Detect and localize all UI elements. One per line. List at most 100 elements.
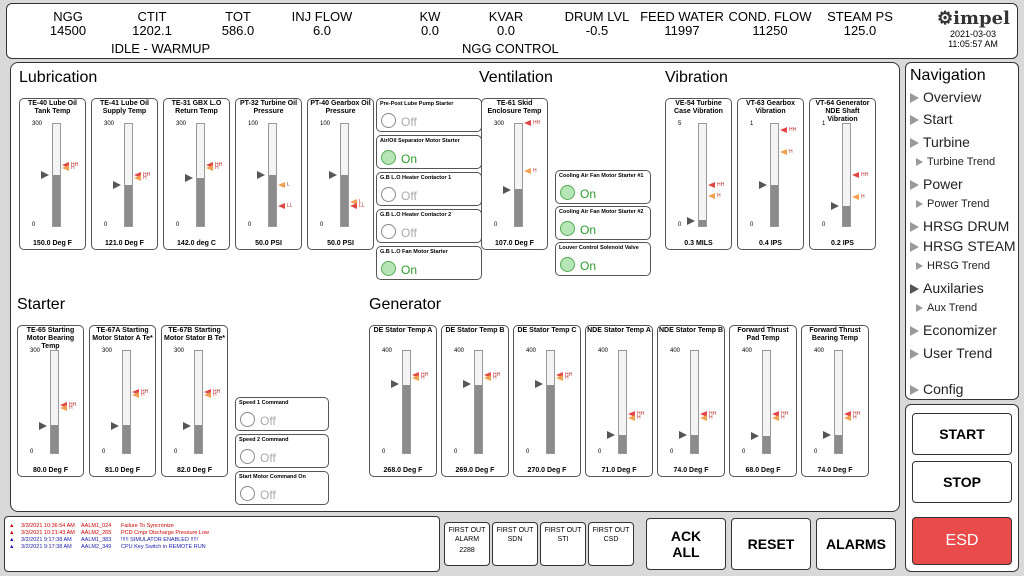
status-value: On xyxy=(580,187,597,201)
first-out-box[interactable]: FIRST OUT CSD xyxy=(588,522,634,566)
header-cell: DRUM LVL -0.5 xyxy=(552,10,642,38)
nav-item[interactable]: Overview xyxy=(910,89,981,105)
alarm-marker-label: HH xyxy=(69,402,77,409)
alarm-row[interactable]: ▲ 3/2/2021 9:17:38 AM AALM2_349 CPU Key Swi… xyxy=(9,544,206,550)
gauge-value: 107.0 Deg F xyxy=(495,240,534,247)
header-cell: STEAM PS 125.0 xyxy=(815,10,905,38)
gauge-fill xyxy=(197,178,204,226)
gauge: DE Stator Temp C 400 0 HH H 270.0 Deg F xyxy=(513,325,581,477)
alarm-marker xyxy=(524,167,531,174)
gauge-tube xyxy=(52,123,61,227)
gauge-tube xyxy=(268,123,277,227)
gauge-fill xyxy=(763,435,770,453)
alarm-marker-label: LL xyxy=(359,203,365,210)
header-cell: COND. FLOW 11250 xyxy=(725,10,815,38)
nav-arrow-icon xyxy=(910,138,919,149)
reset-button[interactable]: RESET xyxy=(731,518,811,570)
alarm-time: 3/2/2021 9:17:38 AM xyxy=(21,544,72,550)
first-out-box[interactable]: FIRST OUT STI xyxy=(540,522,586,566)
gauge: PT-40 Gearbox Oil Pressure 100 0 L LL 50.0 PS… xyxy=(307,98,374,250)
stop-button[interactable]: STOP xyxy=(912,461,1012,503)
header-value: 11250 xyxy=(752,23,788,38)
nav-item[interactable]: Turbine Trend xyxy=(916,156,995,168)
gauge: DE Stator Temp A 400 0 HH H 268.0 Deg F xyxy=(369,325,437,477)
alarm-row[interactable]: ▲ 3/3/2021 10:21:43 AM AALM2_265 PCD Cmpr D… xyxy=(9,530,209,536)
gauge-title: VE-54 Turbine Case Vibration xyxy=(674,100,723,115)
nav-item-label: HRSG DRUM xyxy=(923,218,1010,234)
gauge-value: 270.0 Deg F xyxy=(527,467,567,474)
gauge-min: 0 xyxy=(822,222,826,228)
alarm-marker xyxy=(628,414,635,421)
status-lamp-icon xyxy=(381,261,396,276)
alarm-marker xyxy=(484,371,491,378)
status-indicator: Speed 2 Command Off xyxy=(235,434,329,468)
alarm-row[interactable]: ▲ 3/3/2021 10:36:54 AM AALM1_024 Failure To… xyxy=(9,523,174,529)
gauge-pointer xyxy=(39,421,47,430)
gauge-title: TE-61 Skid Enclosure Temp xyxy=(487,100,542,115)
gauge-title: NDE Stator Temp A xyxy=(587,327,651,334)
status-indicator: Speed 1 Command Off xyxy=(235,397,329,431)
nav-item[interactable]: Start xyxy=(910,111,953,127)
alarm-marker-label: HH xyxy=(141,388,149,395)
esd-button[interactable]: ESD xyxy=(912,517,1012,565)
alarm-marker xyxy=(132,388,139,395)
alarm-marker xyxy=(60,405,67,412)
nav-item[interactable]: Auxilaries xyxy=(910,280,984,296)
status-value: Off xyxy=(401,115,417,129)
gauge-fill xyxy=(843,205,850,226)
gauge-fill xyxy=(771,185,778,226)
status-value: Off xyxy=(260,414,276,428)
gauge-min: 0 xyxy=(320,222,324,228)
gauge-max: 400 xyxy=(670,348,681,354)
status-lamp-icon xyxy=(381,224,396,239)
header-value: 14500 xyxy=(49,23,87,38)
nav-item-label: HRSG Trend xyxy=(927,260,990,272)
first-out-box[interactable]: FIRST OUT SDN xyxy=(492,522,538,566)
alarm-marker-label: HH xyxy=(709,411,717,418)
alarm-marker-label: HH xyxy=(143,172,151,178)
gauge-tube xyxy=(124,123,133,227)
first-out-box[interactable]: FIRST OUT ALARM 2288 xyxy=(444,522,490,566)
status-value: On xyxy=(580,259,597,273)
gauge: TE-67A Starting Motor Stator A Te* 300 0 HH… xyxy=(89,325,156,477)
nav-item[interactable]: Aux Trend xyxy=(916,302,977,314)
gauge-pointer xyxy=(823,431,831,440)
alarm-marker xyxy=(278,182,285,189)
alarm-row[interactable]: ▲ 3/2/2021 9:17:38 AM AALM1_383 !!!!! SIMUL… xyxy=(9,537,198,543)
alarm-marker xyxy=(708,182,715,189)
gauge-max: 400 xyxy=(742,348,753,354)
alarm-marker-label: HH xyxy=(717,182,725,189)
status-lamp-icon xyxy=(240,486,255,501)
nav-arrow-icon xyxy=(910,385,919,396)
nav-item[interactable]: Power xyxy=(910,176,963,192)
gauge-max: 300 xyxy=(30,348,41,354)
nav-item[interactable]: Economizer xyxy=(910,322,997,338)
nav-item[interactable]: Turbine xyxy=(910,134,970,150)
start-button[interactable]: START xyxy=(912,413,1012,455)
alarm-marker xyxy=(62,161,69,168)
navigation-panel: Navigation Overview Start Turbine Turbine T… xyxy=(905,62,1019,400)
nav-item[interactable]: HRSG STEAM xyxy=(910,238,1016,254)
nav-item[interactable]: HRSG Trend xyxy=(916,260,990,272)
nav-item[interactable]: User Trend xyxy=(910,345,992,361)
gauge-pointer xyxy=(751,432,759,441)
alarms-button[interactable]: ALARMS xyxy=(816,518,896,570)
alarm-marker-label: H xyxy=(861,193,865,200)
nav-item[interactable]: Config xyxy=(910,381,963,397)
nav-item[interactable]: Power Trend xyxy=(916,198,989,210)
alarm-marker xyxy=(844,414,851,421)
gauge-title: TE-65 Starting Motor Bearing Temp xyxy=(26,327,75,350)
gauge: TE-67B Starting Motor Stator B Te* 300 0 HH… xyxy=(161,325,228,477)
logo-text: ⚙impel xyxy=(937,8,1010,29)
gauge-max: 300 xyxy=(494,121,505,127)
gauge-fill xyxy=(269,175,276,226)
gauge-pointer xyxy=(41,171,49,179)
nav-item[interactable]: HRSG DRUM xyxy=(910,218,1009,234)
gauge-max: 300 xyxy=(32,121,43,127)
ack-all-button[interactable]: ACK ALL xyxy=(646,518,726,570)
alarm-marker xyxy=(780,149,787,156)
gauge-pointer xyxy=(679,431,687,440)
gauge-fill xyxy=(547,384,554,453)
header-label: KVAR xyxy=(488,9,524,24)
nav-item-label: HRSG STEAM xyxy=(923,238,1016,254)
